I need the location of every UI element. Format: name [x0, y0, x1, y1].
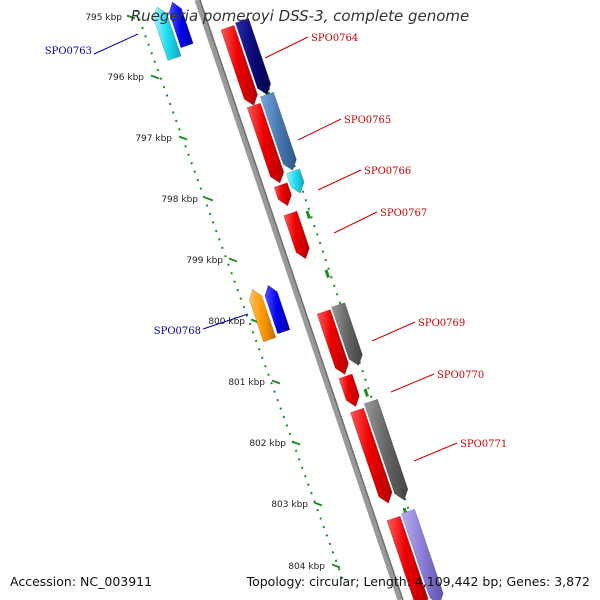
accession-value: NC_003911: [80, 574, 153, 589]
tick-ring-inner: [135, 9, 344, 581]
gene-feature-fwd-lavender-bottom[interactable]: [401, 508, 444, 600]
gene-label-spo0771[interactable]: SPO0771: [460, 439, 507, 450]
gene-label-spo0769[interactable]: SPO0769: [418, 318, 465, 329]
label-leader-line: [371, 321, 416, 342]
label-leader-line: [333, 211, 378, 234]
gene-feature-spo0771[interactable]: [349, 407, 393, 504]
tick-mark: [305, 210, 311, 219]
tick-mark: [126, 14, 136, 20]
gene-feature-fwd-red-bottom[interactable]: [386, 515, 429, 600]
backbone: [194, 0, 403, 600]
label-leader-line: [413, 442, 458, 462]
gene-feature-spo0765-product[interactable]: [260, 91, 297, 171]
tick-label: 803 kbp: [271, 500, 308, 510]
gene-feature-spo0768-product[interactable]: [249, 288, 277, 343]
gene-feature-spo0768[interactable]: [264, 284, 291, 335]
length-label: Length:: [363, 574, 411, 589]
tick-label: 799 kbp: [186, 256, 223, 266]
length-value: 4,109,442 bp: [414, 574, 499, 589]
tick-label: 800 kbp: [208, 317, 245, 327]
tick-mark: [204, 196, 214, 202]
length-text: Length: 4,109,442 bp: [355, 574, 498, 589]
gene-label-spo0764[interactable]: SPO0764: [311, 33, 358, 44]
gene-feature-rev-blue-top[interactable]: [168, 1, 194, 49]
tick-label: 797 kbp: [135, 134, 172, 144]
label-leader-line: [317, 169, 362, 191]
gene-label-spo0770[interactable]: SPO0770: [437, 370, 484, 381]
tick-label: 796 kbp: [107, 73, 144, 83]
label-leader-line: [390, 373, 435, 393]
gene-feature-spo0764-product[interactable]: [235, 18, 272, 96]
gene-feature-spo0765[interactable]: [246, 102, 285, 184]
accession-label: Accession:: [10, 574, 77, 589]
tick-mark: [271, 379, 281, 385]
label-leader-line: [93, 33, 139, 55]
gene-feature-rev-cyan-top[interactable]: [153, 6, 182, 61]
genome-stats: Topology: circularLength: 4,109,442 bpGe…: [247, 574, 590, 589]
topology-label: Topology:: [246, 574, 306, 589]
gene-label-spo0768[interactable]: SPO0768: [154, 326, 201, 337]
tick-mark: [178, 135, 188, 141]
gene-feature-spo0767[interactable]: [283, 210, 310, 260]
label-leader-line: [297, 118, 342, 141]
topology-text: Topology: circular: [247, 574, 356, 589]
gene-label-spo0766[interactable]: SPO0766: [364, 166, 411, 177]
gene-label-spo0765[interactable]: SPO0765: [344, 115, 391, 126]
feature-track: [153, 1, 444, 600]
gene-labels: SPO0763 SPO0764 SPO0765 SPO0766 SPO0767 SPO07…: [45, 33, 507, 462]
backbone-shadow: [199, 0, 404, 600]
label-leader-line: [202, 313, 249, 330]
tick-label: 802 kbp: [249, 439, 286, 449]
tick-mark: [313, 501, 323, 507]
gene-feature-spo0769-product[interactable]: [331, 302, 363, 366]
gene-feature-spo0766-product[interactable]: [285, 168, 305, 194]
gene-label-spo0767[interactable]: SPO0767: [380, 208, 427, 219]
map-title: Ruegeria pomeroyi DSS-3, complete genome: [130, 7, 470, 25]
gene-feature-spo0764[interactable]: [220, 25, 258, 106]
tick-mark: [324, 269, 330, 278]
tick-label: 798 kbp: [161, 195, 198, 205]
genes-label: Genes:: [506, 574, 551, 589]
tick-mark: [150, 74, 160, 80]
gene-feature-spo0769[interactable]: [316, 309, 349, 375]
label-leader-line: [264, 36, 309, 59]
topology-value: circular: [309, 574, 356, 589]
tick-label: 795 kbp: [85, 13, 122, 23]
accession-info: Accession: NC_003911: [10, 574, 152, 589]
tick-label: 804 kbp: [288, 562, 325, 572]
gene-label-spo0763[interactable]: SPO0763: [45, 46, 92, 57]
gene-feature-spo0766[interactable]: [273, 182, 292, 207]
gene-feature-spo0770[interactable]: [338, 373, 360, 408]
tick-mark: [228, 257, 238, 263]
tick-mark: [291, 440, 301, 446]
genes-value: 3,872: [554, 574, 590, 589]
tick-mark: [331, 563, 341, 569]
gene-feature-spo0771-product[interactable]: [363, 398, 409, 501]
genes-text: Genes: 3,872: [498, 574, 590, 589]
tick-mark: [363, 388, 369, 397]
tick-label: 801 kbp: [228, 378, 265, 388]
